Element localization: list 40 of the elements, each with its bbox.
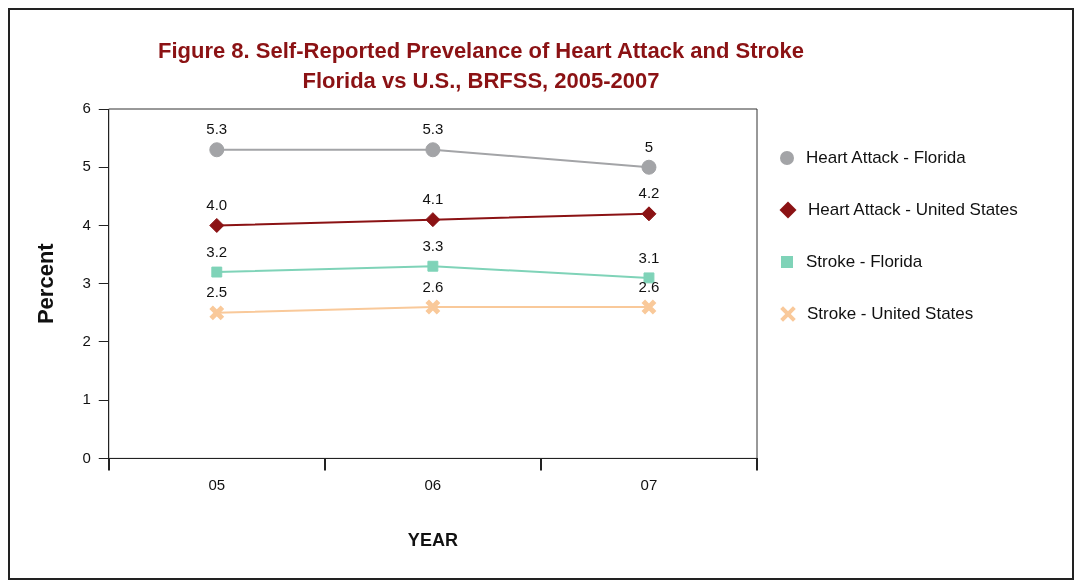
point (425, 142, 441, 158)
point (425, 212, 441, 228)
y-axis-title: Percent (33, 242, 59, 325)
y-tick-label: 1 (82, 390, 91, 408)
data-label: 2.6 (422, 277, 444, 295)
point (209, 217, 225, 233)
y-tick-label: 4 (82, 215, 91, 233)
data-label: 5 (644, 137, 654, 155)
legend-label: Heart Attack - United States (808, 200, 1018, 220)
y-tick-label: 5 (82, 157, 91, 175)
point (208, 304, 225, 321)
point (427, 260, 439, 272)
data-label: 5.3 (206, 120, 228, 138)
point (424, 298, 442, 316)
data-label: 4.0 (206, 196, 228, 214)
data-label: 3.3 (422, 236, 444, 254)
data-label: 4.1 (422, 190, 444, 208)
data-label: 3.2 (206, 242, 228, 260)
data-label: 3.1 (638, 248, 660, 266)
y-tick-label: 6 (82, 99, 91, 117)
legend-label: Heart Attack - Florida (806, 148, 966, 168)
data-label: 2.6 (638, 277, 660, 295)
data-label: 5.3 (422, 120, 444, 138)
x-tick-label: 07 (640, 475, 658, 493)
x-axis-title: YEAR (407, 530, 458, 551)
data-label: 2.5 (206, 283, 228, 301)
x-tick-label: 06 (424, 475, 442, 493)
data-label: 4.2 (638, 184, 660, 202)
chart-title: Figure 8. Self-Reported Prevelance of Heart Attack and Stroke Florida vs U.S., BRFSS, 2005-2007 (157, 37, 805, 95)
point (641, 159, 657, 175)
point (211, 266, 223, 278)
x-tick-label: 05 (208, 475, 226, 493)
y-tick-label: 0 (82, 448, 91, 466)
point (641, 206, 657, 222)
y-tick-label: 3 (82, 273, 91, 291)
point (640, 298, 658, 316)
point (209, 142, 225, 158)
legend-label: Stroke - Florida (806, 252, 923, 272)
y-tick-label: 2 (82, 332, 91, 350)
legend-label: Stroke - United States (807, 304, 974, 324)
